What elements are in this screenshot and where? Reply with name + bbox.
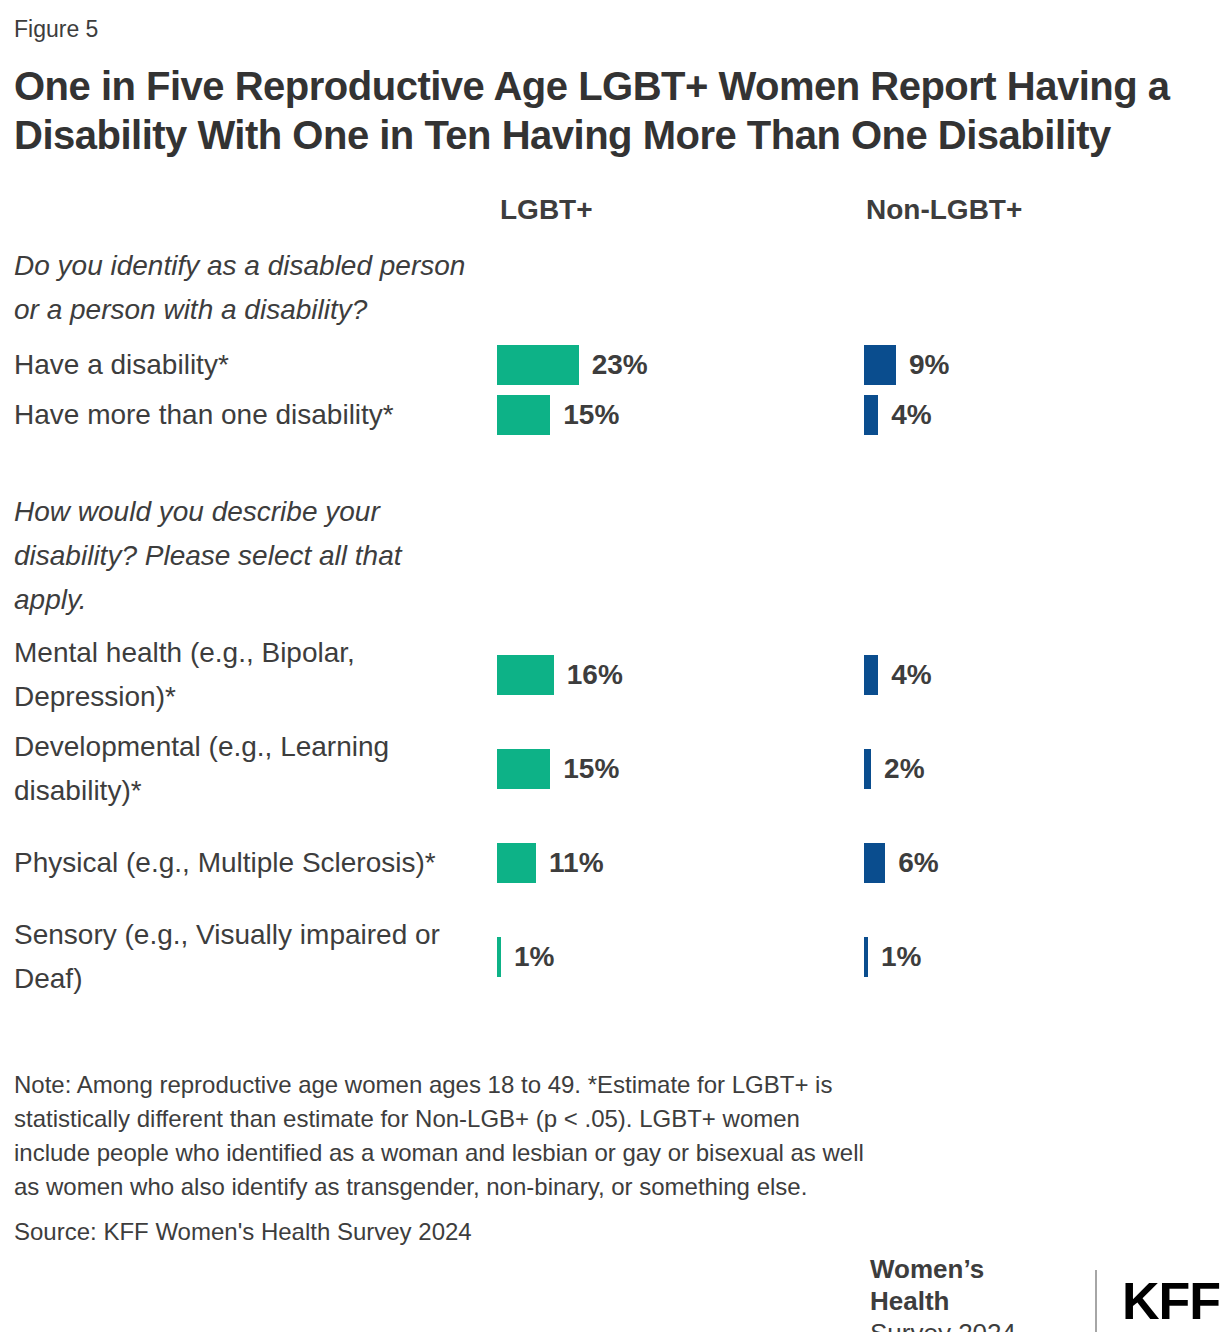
non-lgbt-bar-slot: 1% [864, 937, 921, 977]
lgbt-value: 11% [549, 847, 604, 879]
program-name-line-1: Women’s Health [870, 1253, 1070, 1317]
branding-divider [1095, 1270, 1097, 1332]
lgbt-value: 15% [563, 399, 619, 431]
note-text: Note: Among reproductive age women ages … [14, 1068, 866, 1204]
question-identify-disability: Do you identify as a disabled person or … [14, 244, 476, 332]
source-text: Source: KFF Women's Health Survey 2024 [14, 1218, 1220, 1246]
row-more-than-one-disability: Have more than one disability* 15% 4% [14, 390, 1220, 440]
non-lgbt-bar-slot: 4% [864, 395, 932, 435]
figure-number: Figure 5 [14, 0, 1220, 42]
figure-canvas: Figure 5 One in Five Reproductive Age LG… [0, 0, 1220, 1332]
lgbt-bar [497, 749, 550, 789]
lgbt-bar [497, 395, 550, 435]
non-lgbt-value: 1% [881, 941, 921, 973]
row-have-a-disability: Have a disability* 23% 9% [14, 340, 1220, 390]
row-label: Sensory (e.g., Visually impaired or Deaf… [14, 913, 497, 1001]
column-headers: LGBT+ Non-LGBT+ [0, 194, 1220, 226]
lgbt-bar [497, 345, 579, 385]
non-lgbt-bar-slot: 9% [864, 345, 949, 385]
question-describe-disability: How would you describe your disability? … [14, 490, 476, 622]
lgbt-bar [497, 843, 536, 883]
non-lgbt-bar-slot: 6% [864, 843, 939, 883]
row-label: Physical (e.g., Multiple Sclerosis)* [14, 841, 497, 885]
lgbt-bar-slot: 15% [497, 395, 864, 435]
column-header-non-lgbt: Non-LGBT+ [866, 194, 1022, 226]
non-lgbt-value: 4% [891, 659, 931, 691]
lgbt-bar-slot: 11% [497, 843, 864, 883]
lgbt-bar-slot: 15% [497, 749, 864, 789]
row-mental-health: Mental health (e.g., Bipolar, Depression… [14, 628, 1220, 722]
non-lgbt-bar [864, 345, 896, 385]
group-2-rows: Mental health (e.g., Bipolar, Depression… [0, 628, 1220, 1004]
non-lgbt-value: 6% [898, 847, 938, 879]
row-physical: Physical (e.g., Multiple Sclerosis)* 11%… [14, 816, 1220, 910]
lgbt-value: 16% [567, 659, 623, 691]
branding-block: Women’s Health Survey 2024 KFF [870, 1253, 1220, 1332]
non-lgbt-bar [864, 749, 871, 789]
column-header-lgbt: LGBT+ [500, 194, 593, 226]
lgbt-bar [497, 937, 501, 977]
non-lgbt-value: 9% [909, 349, 949, 381]
program-name: Women’s Health Survey 2024 [870, 1253, 1070, 1332]
non-lgbt-bar [864, 937, 868, 977]
non-lgbt-bar [864, 395, 878, 435]
non-lgbt-value: 2% [884, 753, 924, 785]
chart-title-line-2: Disability With One in Ten Having More T… [14, 111, 1220, 160]
lgbt-bar [497, 655, 554, 695]
lgbt-value: 15% [563, 753, 619, 785]
row-label: Have more than one disability* [14, 393, 497, 437]
row-developmental: Developmental (e.g., Learning disability… [14, 722, 1220, 816]
row-label: Have a disability* [14, 343, 497, 387]
kff-logo: KFF [1122, 1271, 1220, 1331]
non-lgbt-bar [864, 843, 885, 883]
non-lgbt-value: 4% [891, 399, 931, 431]
chart-title: One in Five Reproductive Age LGBT+ Women… [14, 62, 1220, 160]
row-sensory: Sensory (e.g., Visually impaired or Deaf… [14, 910, 1220, 1004]
chart-title-line-1: One in Five Reproductive Age LGBT+ Women… [14, 62, 1220, 111]
non-lgbt-bar-slot: 2% [864, 749, 925, 789]
row-label: Developmental (e.g., Learning disability… [14, 725, 497, 813]
non-lgbt-bar [864, 655, 878, 695]
lgbt-bar-slot: 16% [497, 655, 864, 695]
row-label: Mental health (e.g., Bipolar, Depression… [14, 631, 497, 719]
non-lgbt-bar-slot: 4% [864, 655, 932, 695]
lgbt-value: 23% [592, 349, 648, 381]
group-1-rows: Have a disability* 23% 9% Have more than… [0, 340, 1220, 440]
lgbt-bar-slot: 23% [497, 345, 864, 385]
program-name-line-2: Survey 2024 [870, 1317, 1070, 1332]
lgbt-bar-slot: 1% [497, 937, 864, 977]
lgbt-value: 1% [514, 941, 554, 973]
